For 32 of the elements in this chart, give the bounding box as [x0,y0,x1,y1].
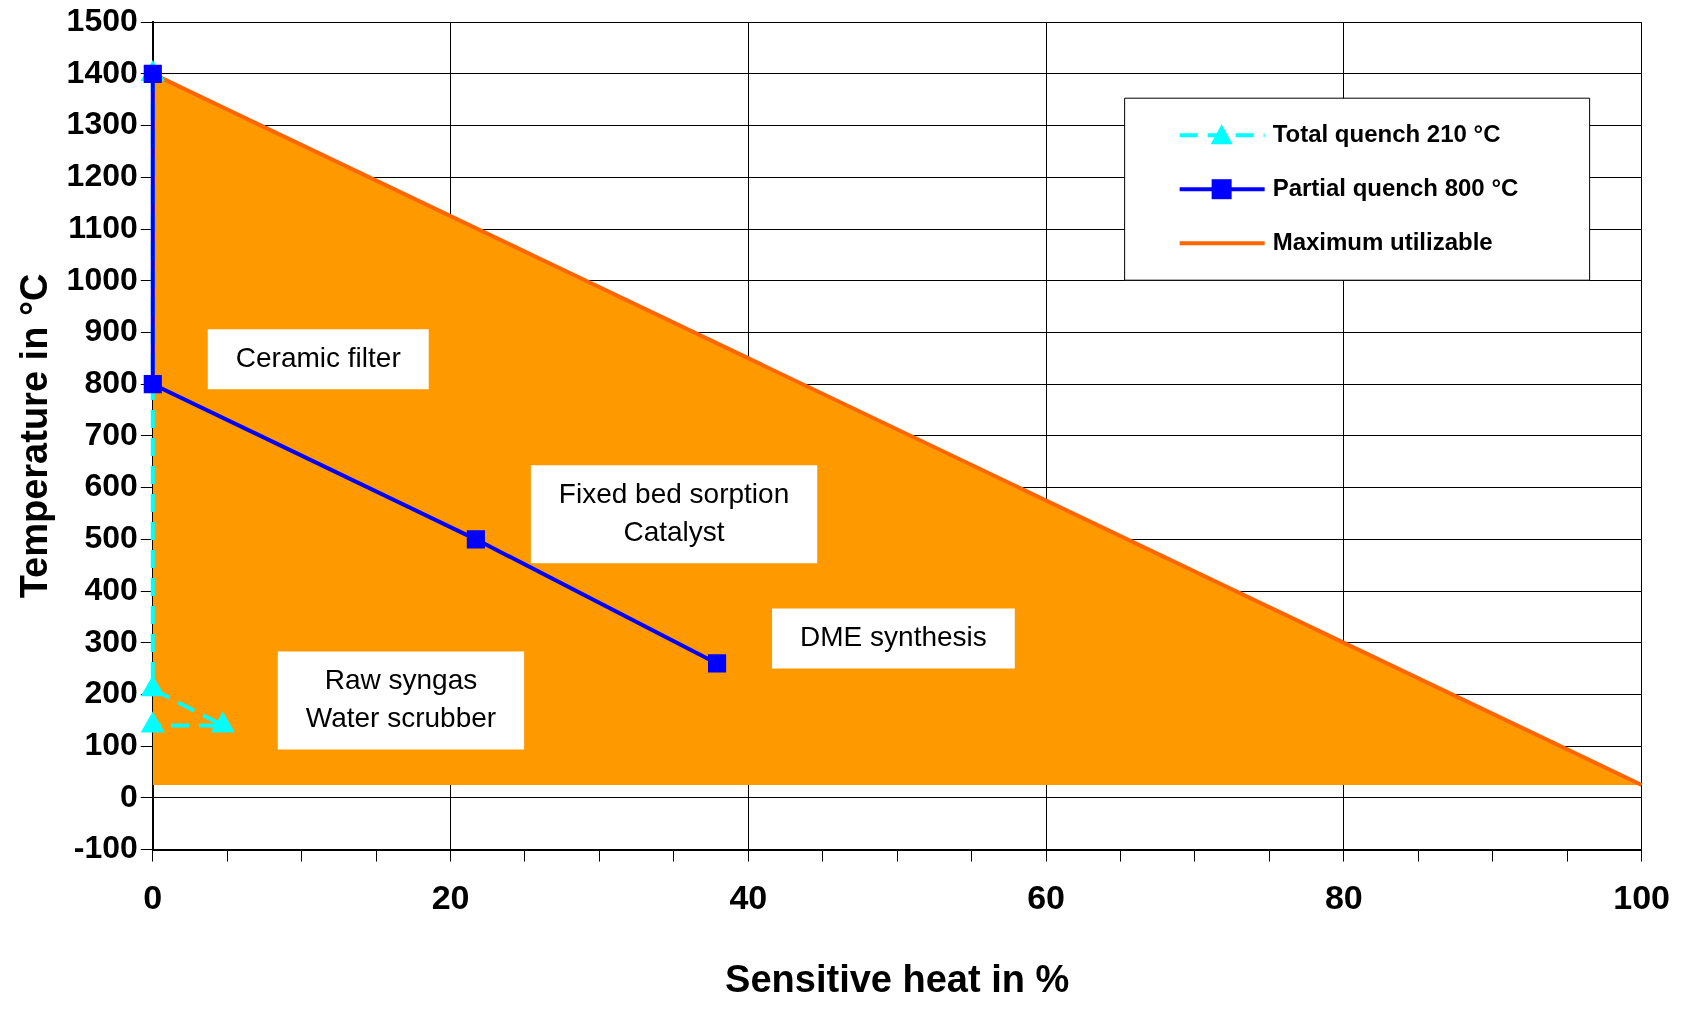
annotation: Ceramic filter [235,341,401,373]
legend-label: Partial quench 800 °C [1272,173,1519,201]
annotation: DME synthesis [800,621,987,653]
x-tick-label: 80 [1324,878,1363,917]
y-tick-label: 300 [84,622,138,659]
y-tick-label: 1400 [66,53,138,90]
y-tick-label: 1100 [68,208,138,245]
x-tick-label: 100 [1613,878,1670,917]
y-tick-label: 0 [119,777,138,814]
y-tick-label: -100 [73,829,138,866]
y-tick-label: 500 [84,519,138,556]
x-axis-title: Sensitive heat in % [725,957,1070,1000]
y-tick-label: 200 [84,674,138,711]
y-tick-label: 1500 [66,2,138,39]
annotation: Fixed bed sorption Catalyst [558,478,790,548]
x-tick-label: 0 [143,878,163,917]
legend-label: Total quench 210 °C [1272,119,1501,147]
y-tick-label: 600 [84,467,138,504]
y-tick-label: 1200 [66,157,138,194]
y-tick-label: 400 [84,570,138,607]
y-tick-label: 1000 [66,260,138,297]
x-tick-label: 60 [1027,878,1066,917]
y-tick-label: 800 [84,364,138,401]
y-tick-label: 700 [84,415,138,452]
x-tick-label: 20 [431,878,470,917]
x-tick-label: 40 [729,878,768,917]
y-tick-label: 900 [84,312,138,349]
y-tick-label: 1300 [66,105,138,142]
annotation: Raw syngas Water scrubber [305,664,497,734]
y-axis-title: Temperature in °C [13,273,56,599]
y-tick-label: 100 [84,726,138,762]
legend-label: Maximum utilizable [1272,227,1493,255]
